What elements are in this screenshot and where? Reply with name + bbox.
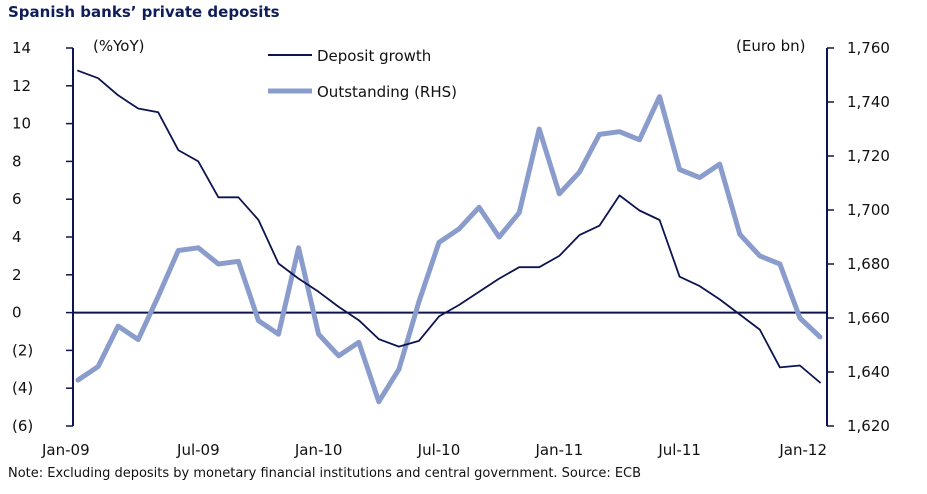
x-tick-label: Jan-10 <box>294 441 343 459</box>
left-tick-label: 2 <box>12 266 22 284</box>
source-note: Note: Excluding deposits by monetary fin… <box>8 466 642 481</box>
left-axis-ticks: 14 12 10 8 6 4 2 0 (2) (4) (6) <box>12 39 73 435</box>
left-tick-label: 8 <box>12 152 22 170</box>
right-tick-label: 1,720 <box>847 147 890 165</box>
legend: Deposit growth Outstanding (RHS) <box>268 47 457 101</box>
series-layer <box>75 69 823 405</box>
left-tick-label: (2) <box>12 341 33 359</box>
legend-label-deposit-growth: Deposit growth <box>317 47 431 65</box>
right-tick-label: 1,760 <box>847 39 890 57</box>
left-tick-label: 10 <box>12 115 31 133</box>
right-axis-unit: (Euro bn) <box>736 37 806 55</box>
series-line-deposit-growth <box>77 69 821 384</box>
right-tick-label: 1,640 <box>847 363 890 381</box>
x-tick-label: Jan-09 <box>41 441 90 459</box>
right-tick-label: 1,680 <box>847 255 890 273</box>
series-line-outstanding <box>75 94 823 405</box>
right-axis-ticks: 1,760 1,740 1,720 1,700 1,680 1,660 1,640 1,620 <box>827 39 890 435</box>
right-tick-label: 1,740 <box>847 93 890 111</box>
left-axis-unit: (%YoY) <box>93 37 144 55</box>
x-tick-label: Jan-12 <box>778 441 827 459</box>
x-tick-label: Jan-11 <box>534 441 583 459</box>
left-tick-label: 4 <box>12 228 22 246</box>
x-axis-ticks: Jan-09 Jul-09 Jan-10 Jul-10 Jan-11 Jul-11 Jan-… <box>41 441 827 459</box>
left-tick-label: 0 <box>12 304 22 322</box>
x-tick-label: Jul-09 <box>176 441 220 459</box>
left-tick-label: (6) <box>12 417 33 435</box>
legend-label-outstanding: Outstanding (RHS) <box>317 83 457 101</box>
left-tick-label: 6 <box>12 190 22 208</box>
right-tick-label: 1,660 <box>847 309 890 327</box>
right-tick-label: 1,620 <box>847 417 890 435</box>
x-tick-label: Jul-11 <box>657 441 701 459</box>
right-tick-label: 1,700 <box>847 201 890 219</box>
chart-title: Spanish banks’ private deposits <box>8 3 280 21</box>
left-tick-label: 12 <box>12 77 31 95</box>
left-tick-label: 14 <box>12 39 31 57</box>
x-tick-label: Jul-10 <box>417 441 461 459</box>
left-tick-label: (4) <box>12 379 33 397</box>
